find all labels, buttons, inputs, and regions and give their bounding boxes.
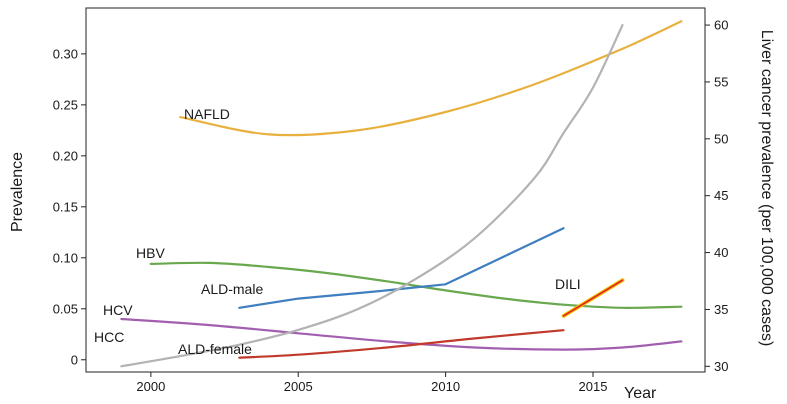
axes: 2000 2005 2010 2015 0 0.05 0.10 0.15 0.20 0.25 0.3… (53, 7, 728, 394)
label-hcv: HCV (103, 302, 133, 318)
y-left-tick-label: 0.30 (53, 46, 78, 61)
y-axis-title-right: Liver cancer prevalence (per 100,000 cas… (758, 30, 775, 347)
plot-frame (85, 7, 706, 373)
x-tick-label: 2010 (431, 379, 460, 394)
label-dili: DILI (555, 276, 581, 292)
series-line-hbv (149, 261, 683, 309)
x-axis-title: Year (624, 385, 657, 402)
y-left-tick-label: 0.05 (53, 301, 78, 316)
x-tick-label: 2015 (579, 379, 608, 394)
y-left-tick-label: 0.25 (53, 97, 78, 112)
label-ald-female: ALD-female (178, 341, 252, 357)
series-line-ald-female (238, 329, 565, 359)
label-ald-male: ALD-male (201, 281, 263, 297)
series-line-hcc (120, 24, 624, 368)
x-tick-label: 2005 (284, 379, 313, 394)
y-right-tick-label: 55 (714, 74, 728, 89)
x-tick-label: 2000 (136, 379, 165, 394)
y-right-tick-label: 45 (714, 188, 728, 203)
y-right-tick-label: 30 (714, 359, 728, 374)
label-hcc: HCC (94, 329, 124, 345)
y-right-tick-label: 40 (714, 245, 728, 260)
y-left-tick-label: 0.20 (53, 148, 78, 163)
series-layer (120, 20, 683, 368)
y-axis-title-left: Prevalence (9, 152, 26, 232)
label-nafld: NAFLD (184, 106, 230, 122)
y-left-tick-label: 0.15 (53, 199, 78, 214)
series-line-nafld (179, 20, 683, 137)
series-line-ald-male (238, 227, 565, 309)
y-right-tick-label: 60 (714, 18, 728, 33)
y-left-tick-label: 0 (71, 352, 78, 367)
series-labels: NAFLD HBV ALD-male HCV ALD-female DILI H… (94, 106, 581, 357)
series-line-dili-overlay (562, 279, 624, 317)
y-right-tick-label: 50 (714, 131, 728, 146)
y-left-tick-label: 0.10 (53, 250, 78, 265)
series-line-hcv (120, 317, 683, 351)
y-right-tick-label: 35 (714, 302, 728, 317)
label-hbv: HBV (136, 245, 165, 261)
